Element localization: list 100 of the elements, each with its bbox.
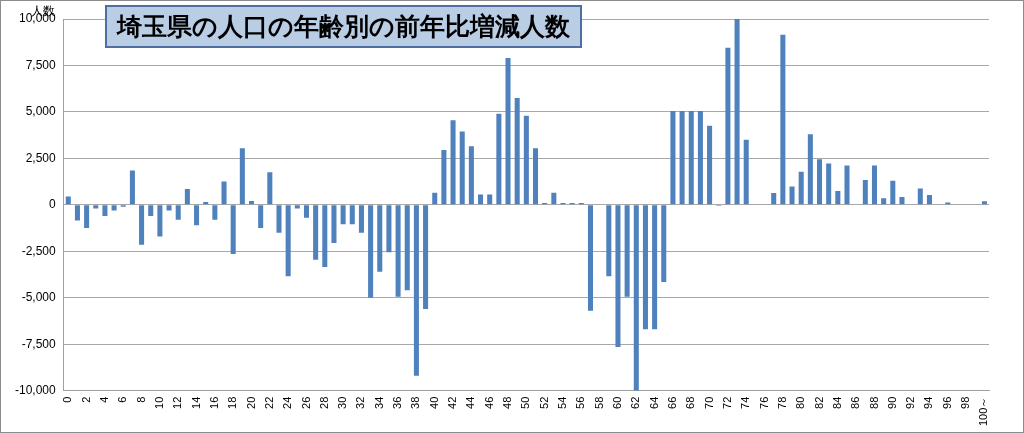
bar <box>862 179 868 205</box>
x-tick-label: 96 <box>940 396 953 409</box>
x-tick-label: 78 <box>775 396 788 409</box>
x-tick-label: 42 <box>446 396 459 409</box>
bar <box>157 205 163 237</box>
bar <box>496 113 502 205</box>
x-tick-label: 68 <box>684 396 697 409</box>
bar <box>294 205 300 209</box>
x-tick-label: 28 <box>317 396 330 409</box>
bar <box>303 205 309 218</box>
x-tick-label: 26 <box>299 396 312 409</box>
bar <box>230 205 236 255</box>
bar <box>835 190 841 205</box>
bar <box>93 205 99 209</box>
bar <box>899 197 905 205</box>
x-tick-label: 88 <box>867 396 880 409</box>
x-tick-label: 90 <box>885 396 898 409</box>
bar <box>313 205 319 260</box>
bar <box>478 194 484 205</box>
chart-title: 埼玉県の人口の年齢別の前年比増減人数 <box>105 5 582 48</box>
x-tick-label: 30 <box>336 396 349 409</box>
x-tick-label: 92 <box>904 396 917 409</box>
y-tick-label: -10,000 <box>15 382 57 397</box>
x-tick-label: 70 <box>702 396 715 409</box>
bar <box>441 150 447 205</box>
x-tick-label: 100～ <box>977 396 990 427</box>
bar <box>615 205 621 347</box>
x-tick-label: 44 <box>464 396 477 409</box>
bar <box>523 115 529 205</box>
bar <box>890 180 896 205</box>
x-tick-label: 32 <box>354 396 367 409</box>
bar <box>248 201 255 205</box>
bar <box>789 186 795 205</box>
x-tick-label: 76 <box>757 396 770 409</box>
bar <box>633 205 639 391</box>
bar <box>404 205 410 291</box>
x-tick-label: 72 <box>720 396 733 409</box>
bar <box>84 205 90 229</box>
bar <box>111 205 117 211</box>
y-tick-label: -2,500 <box>21 243 57 258</box>
x-tick-label: 24 <box>281 396 294 409</box>
bar <box>331 205 337 243</box>
bar <box>487 194 493 205</box>
y-tick-label: 2,500 <box>25 150 57 165</box>
x-tick-label: 56 <box>574 396 587 409</box>
bar <box>349 205 355 225</box>
bar <box>175 205 181 220</box>
x-tick-label: 12 <box>171 396 184 409</box>
bar <box>340 205 346 225</box>
bar <box>917 188 923 205</box>
x-tick-label: 54 <box>556 396 569 409</box>
x-tick-label: 52 <box>537 396 550 409</box>
bar <box>395 205 401 297</box>
x-tick-label: 86 <box>849 396 862 409</box>
bar <box>624 205 630 297</box>
bar <box>212 205 218 220</box>
bar <box>129 170 135 205</box>
bar <box>587 205 593 311</box>
bar <box>358 205 364 233</box>
bar <box>285 205 291 277</box>
y-tick-label: -5,000 <box>21 290 57 305</box>
bar <box>532 148 539 205</box>
bar <box>139 205 145 245</box>
x-tick-label: 60 <box>610 396 623 409</box>
x-tick-label: 6 <box>116 396 129 403</box>
bar <box>697 110 703 205</box>
bar <box>826 163 832 205</box>
bar <box>322 205 328 268</box>
bar <box>239 148 245 205</box>
x-tick-label: 84 <box>830 396 843 409</box>
bar <box>65 196 71 205</box>
x-tick-label: 74 <box>739 396 752 409</box>
x-tick-label: 98 <box>959 396 972 409</box>
bar <box>258 205 264 229</box>
x-tick-label: 20 <box>244 396 257 409</box>
y-tick-label: 0 <box>49 197 57 212</box>
y-tick-label: 5,000 <box>25 104 57 119</box>
x-tick-label: 62 <box>629 396 642 409</box>
x-tick-label: 64 <box>647 396 660 409</box>
bar <box>267 172 273 205</box>
bar <box>707 125 713 205</box>
bar <box>817 159 823 205</box>
x-tick-label: 10 <box>152 396 165 409</box>
bar <box>743 139 749 205</box>
bar <box>221 181 227 205</box>
x-tick-label: 66 <box>665 396 678 409</box>
x-tick-label: 22 <box>262 396 275 409</box>
bar <box>450 120 456 205</box>
x-tick-label: 46 <box>482 396 495 409</box>
bar <box>844 165 850 205</box>
x-tick-label: 48 <box>501 396 514 409</box>
bar <box>148 205 154 216</box>
bar <box>386 205 392 253</box>
x-tick-label: 16 <box>207 396 220 409</box>
bar <box>661 205 667 282</box>
x-tick-label: 38 <box>409 396 422 409</box>
bar <box>194 205 200 226</box>
x-tick-label: 36 <box>391 396 404 409</box>
x-tick-label: 0 <box>61 396 74 403</box>
bar <box>102 205 108 216</box>
